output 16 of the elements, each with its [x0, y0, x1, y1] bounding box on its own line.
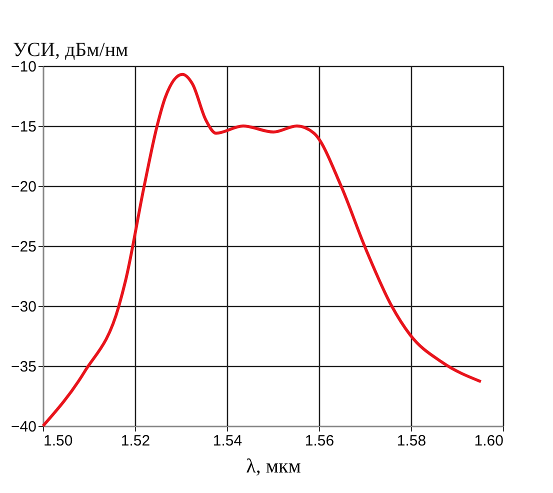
y-tick-label: −40 — [11, 418, 36, 436]
x-tick-label: 1.54 — [212, 432, 242, 450]
line-series — [42, 72, 482, 428]
x-tick-label: 1.56 — [304, 432, 334, 450]
x-tick-label: 1.58 — [396, 432, 426, 450]
y-tick-label: −25 — [11, 238, 36, 256]
x-tick-label: 1.50 — [44, 432, 73, 450]
y-tick-label: −15 — [11, 118, 36, 136]
y-tick-label: −35 — [11, 358, 36, 376]
y-axis-title: УСИ, дБм/нм — [13, 39, 129, 61]
y-tick-label: −20 — [11, 178, 36, 196]
x-tick-label: 1.60 — [474, 432, 504, 450]
y-tick-label: −30 — [11, 298, 36, 316]
x-tick-label: 1.52 — [120, 432, 150, 450]
y-tick-label: −10 — [11, 58, 36, 76]
x-axis-title: λ, мкм — [246, 456, 302, 478]
